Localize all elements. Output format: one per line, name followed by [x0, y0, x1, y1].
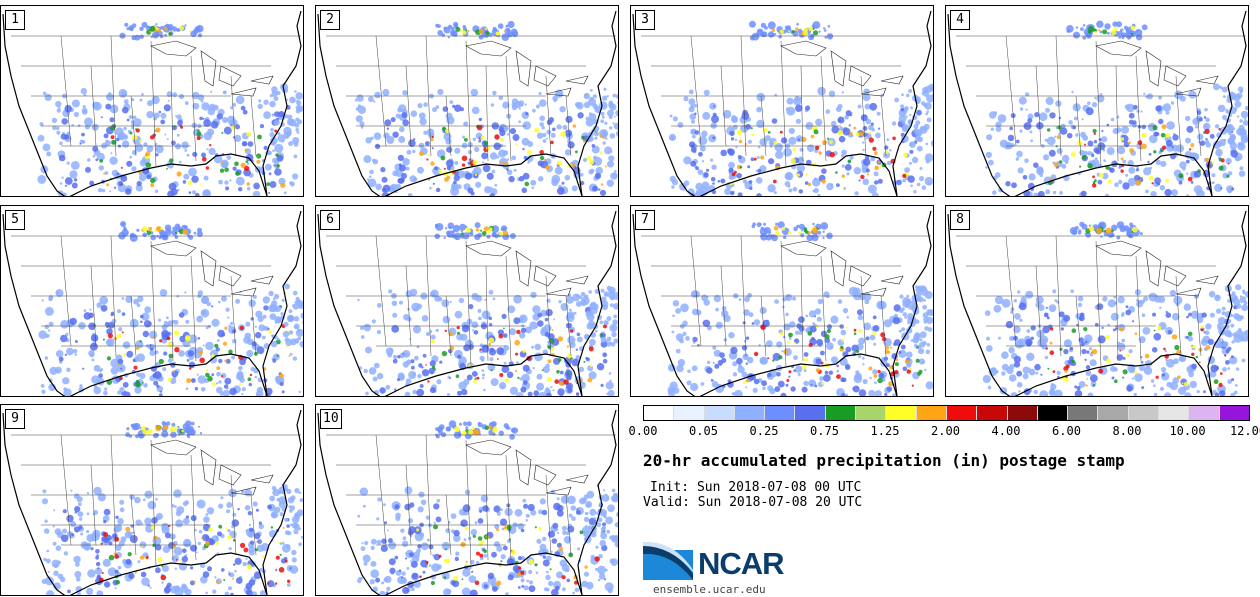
colorbar-tick-label: 0.25 — [749, 424, 779, 438]
colorbar-segment — [825, 406, 857, 420]
colorbar-segment — [856, 406, 887, 420]
colorbar-tick-label: 10.00 — [1169, 424, 1206, 438]
ncar-logo-text: NCAR — [698, 546, 785, 581]
colorbar-segment — [1219, 406, 1249, 420]
panel-number: 8 — [950, 210, 970, 230]
chart-title: 20-hr accumulated precipitation (in) pos… — [643, 451, 1125, 470]
panel-number: 1 — [5, 10, 25, 30]
map-panel: 7 — [630, 205, 934, 397]
colorbar-segment — [1037, 406, 1069, 420]
precipitation-map — [317, 10, 618, 196]
panel-number: 2 — [320, 10, 340, 30]
colorbar-tick-label: 6.00 — [1052, 424, 1081, 438]
map-panel: 2 — [315, 5, 619, 197]
colorbar-segment — [886, 406, 917, 420]
colorbar-segment — [1159, 406, 1190, 420]
panel-number: 3 — [635, 10, 655, 30]
colorbar-tick-label: 4.00 — [991, 424, 1021, 438]
colorbar-segment — [977, 406, 1008, 420]
colorbar-segment — [795, 406, 826, 420]
colorbar-segment — [1007, 406, 1038, 420]
precipitation-map — [2, 210, 303, 396]
valid-time: Valid: Sun 2018-07-08 20 UTC — [643, 495, 863, 510]
colorbar-segment — [704, 406, 735, 420]
precipitation-map — [317, 409, 618, 595]
panel-number: 10 — [320, 409, 342, 429]
colorbar-segment — [916, 406, 947, 420]
website-url: ensemble.ucar.edu — [653, 583, 766, 596]
colorbar-segment — [946, 406, 978, 420]
map-panel: 10 — [315, 404, 619, 596]
panel-number: 6 — [320, 210, 340, 230]
colorbar-segment — [644, 406, 675, 420]
map-panel: 3 — [630, 5, 934, 197]
precipitation-map — [947, 210, 1248, 396]
colorbar-tick-label: 0.75 — [810, 424, 839, 438]
map-panel: 9 — [0, 404, 304, 596]
colorbar-segment — [734, 406, 766, 420]
panel-number: 9 — [5, 409, 25, 429]
map-panel: 8 — [945, 205, 1249, 397]
colorbar-tick-label: 12.00 — [1229, 424, 1260, 438]
precipitation-map — [632, 10, 933, 196]
panel-number: 7 — [635, 210, 655, 230]
colorbar-segment — [1068, 406, 1099, 420]
precipitation-map — [947, 10, 1248, 196]
precipitation-map — [317, 210, 618, 396]
precipitation-map — [2, 409, 303, 595]
precipitation-map — [632, 210, 933, 396]
colorbar-segment — [765, 406, 796, 420]
precipitation-colorbar — [643, 405, 1250, 421]
colorbar-segment — [674, 406, 705, 420]
map-panel: 1 — [0, 5, 304, 197]
panel-number: 4 — [950, 10, 970, 30]
colorbar-tick-label: 0.00 — [628, 424, 658, 438]
colorbar-tick-label: 0.05 — [689, 424, 718, 438]
ncar-logo-icon — [643, 541, 693, 580]
map-panel: 4 — [945, 5, 1249, 197]
panel-number: 5 — [5, 210, 25, 230]
colorbar-tick-label: 2.00 — [931, 424, 960, 438]
precipitation-map — [2, 10, 303, 196]
colorbar-segment — [1189, 406, 1220, 420]
colorbar-tick-label: 1.25 — [870, 424, 900, 438]
init-time: Init: Sun 2018-07-08 00 UTC — [650, 480, 862, 495]
map-panel: 5 — [0, 205, 304, 397]
map-panel: 6 — [315, 205, 619, 397]
colorbar-tick-label: 8.00 — [1112, 424, 1142, 438]
colorbar-segment — [1128, 406, 1160, 420]
colorbar-segment — [1098, 406, 1129, 420]
